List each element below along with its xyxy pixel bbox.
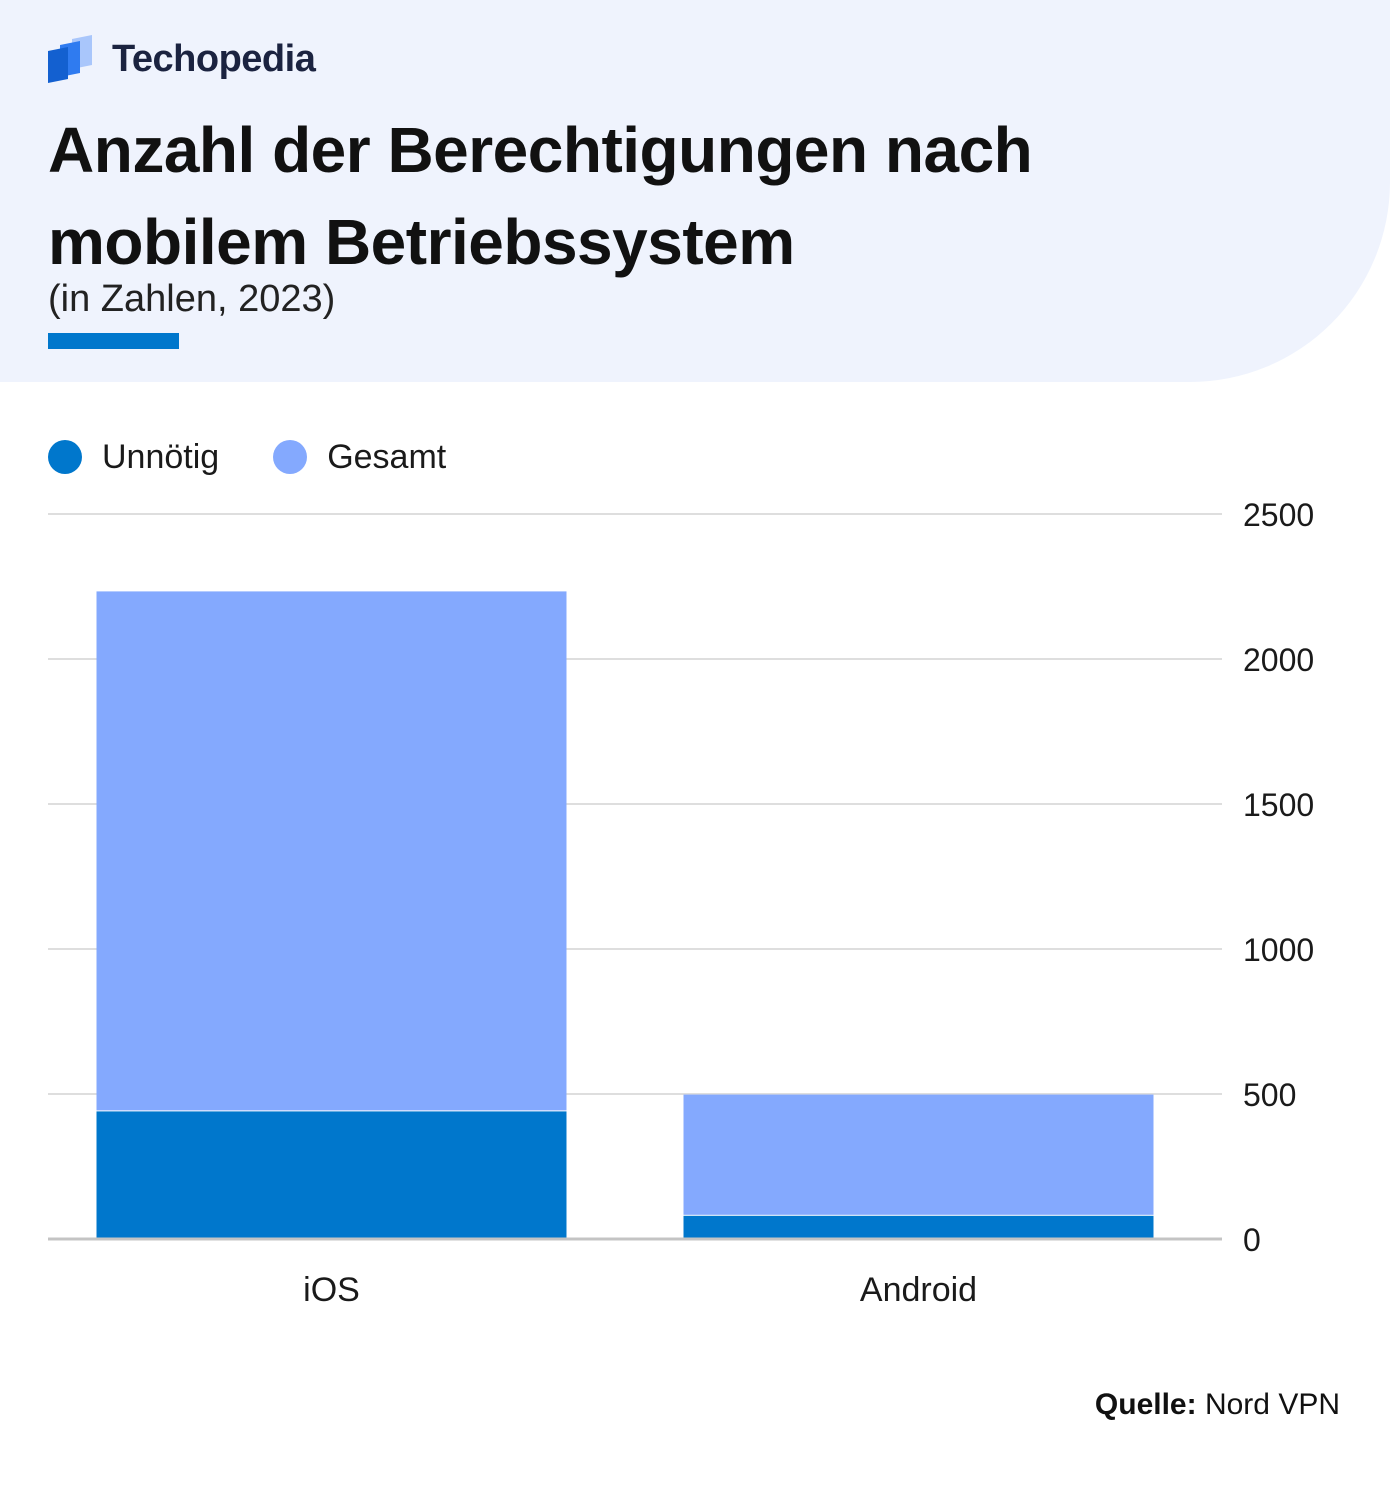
brand-logo: Techopedia xyxy=(48,34,316,84)
source-label: Quelle: xyxy=(1094,1388,1197,1421)
legend-item-unnoetig: Unnötig xyxy=(48,438,219,477)
chart-subtitle: (in Zahlen, 2023) xyxy=(48,278,336,320)
y-tick-label: 2500 xyxy=(1243,497,1314,533)
y-tick-label: 1500 xyxy=(1243,787,1314,823)
source-value: Nord VPN xyxy=(1204,1388,1340,1421)
chart-title: Anzahl der Berechtigungen nach mobilem B… xyxy=(48,114,1033,278)
legend-swatch-gesamt xyxy=(273,440,308,474)
bar-gesamt-android xyxy=(683,1094,1154,1215)
legend-label-unnoetig: Unnötig xyxy=(102,437,220,476)
header-panel xyxy=(0,0,1390,382)
bar-gesamt-ios xyxy=(96,591,567,1111)
source-note: Quelle: Nord VPN xyxy=(1095,1388,1340,1422)
x-tick-label: Android xyxy=(860,1271,977,1309)
bar-unntig-android xyxy=(683,1215,1154,1238)
y-tick-label: 2000 xyxy=(1243,642,1314,678)
legend-item-gesamt: Gesamt xyxy=(273,438,446,477)
x-tick-label: iOS xyxy=(303,1271,360,1309)
y-tick-label: 0 xyxy=(1243,1222,1261,1258)
legend-swatch-unnoetig xyxy=(48,440,82,474)
brand-name: Techopedia xyxy=(112,37,316,80)
y-tick-label: 1000 xyxy=(1243,932,1314,968)
chart-legend: Unnötig Gesamt xyxy=(48,434,500,480)
stacked-pages-icon xyxy=(48,35,92,83)
title-accent-bar xyxy=(48,333,179,349)
legend-label-gesamt: Gesamt xyxy=(327,437,447,476)
bar-unntig-ios xyxy=(96,1111,567,1238)
y-tick-label: 500 xyxy=(1243,1077,1296,1113)
